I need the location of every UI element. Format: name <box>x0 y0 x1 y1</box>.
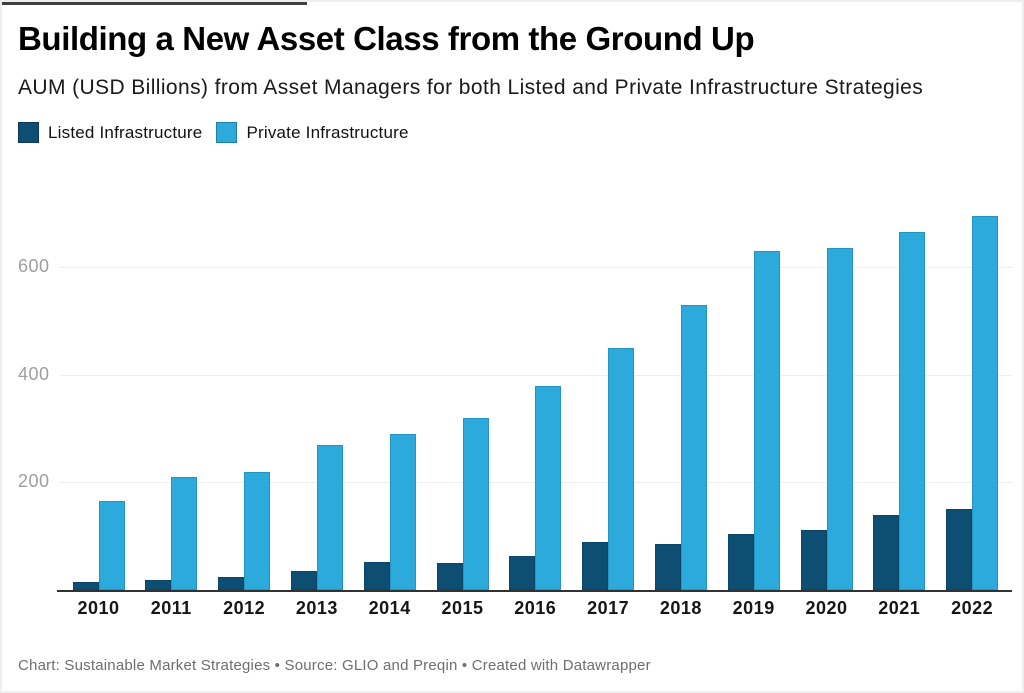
x-axis-label-2019: 2019 <box>732 598 775 618</box>
gridline-400 <box>60 374 1012 376</box>
bar-private-2015 <box>462 417 489 590</box>
legend-item-private: Private Infrastructure <box>216 122 408 143</box>
x-axis-line <box>57 590 1012 592</box>
bar-listed-2018 <box>654 544 681 590</box>
x-axis-label-2013: 2013 <box>295 598 338 618</box>
gridline-600 <box>60 267 1012 269</box>
x-axis-label-2010: 2010 <box>77 598 120 618</box>
legend-swatch-private <box>216 122 238 143</box>
legend-label-listed: Listed Infrastructure <box>48 122 203 142</box>
bar-private-2022 <box>972 216 999 590</box>
bar-listed-2016 <box>509 556 536 590</box>
chart-footer: Chart: Sustainable Market Strategies • S… <box>18 657 651 674</box>
bar-listed-2015 <box>436 563 463 590</box>
bar-private-2016 <box>535 385 562 590</box>
legend-item-listed: Listed Infrastructure <box>18 122 202 143</box>
bar-private-2017 <box>608 347 635 590</box>
x-axis-label-2015: 2015 <box>441 598 484 618</box>
x-axis-label-2014: 2014 <box>368 598 411 618</box>
bar-private-2018 <box>680 304 707 590</box>
legend-swatch-listed <box>18 122 39 143</box>
x-axis-label-2021: 2021 <box>878 598 921 618</box>
bar-private-2021 <box>899 232 926 590</box>
bar-listed-2011 <box>145 580 172 590</box>
bar-listed-2021 <box>873 514 900 590</box>
x-axis-label-2016: 2016 <box>514 598 557 618</box>
bar-private-2012 <box>244 471 271 590</box>
x-axis-label-2017: 2017 <box>587 598 630 618</box>
x-axis-label-2022: 2022 <box>951 598 994 618</box>
x-axis-label-2020: 2020 <box>805 598 848 618</box>
x-axis-label-2018: 2018 <box>659 598 702 618</box>
y-axis-tick-200: 200 <box>18 471 50 492</box>
bar-listed-2022 <box>946 509 973 590</box>
bar-listed-2014 <box>363 562 390 590</box>
legend-label-private: Private Infrastructure <box>246 122 409 142</box>
bar-listed-2019 <box>727 533 754 590</box>
bar-private-2010 <box>98 501 125 590</box>
chart-title: Building a New Asset Class from the Grou… <box>18 20 755 57</box>
y-axis-tick-400: 400 <box>18 363 50 384</box>
bar-private-2019 <box>753 251 780 590</box>
bar-listed-2010 <box>72 581 99 590</box>
bar-private-2013 <box>316 444 343 590</box>
bar-listed-2013 <box>290 570 317 590</box>
x-axis-label-2012: 2012 <box>223 598 266 618</box>
chart-subtitle: AUM (USD Billions) from Asset Managers f… <box>18 76 924 99</box>
legend: Listed Infrastructure Private Infrastruc… <box>18 122 409 143</box>
x-axis-label-2011: 2011 <box>150 598 192 618</box>
bar-listed-2012 <box>218 576 245 590</box>
y-axis-tick-600: 600 <box>18 256 50 277</box>
bar-private-2011 <box>171 477 198 590</box>
bar-private-2014 <box>389 433 416 590</box>
bar-listed-2017 <box>582 542 609 590</box>
bar-private-2020 <box>826 248 853 590</box>
bar-listed-2020 <box>800 529 827 590</box>
top-edge-line <box>2 2 307 5</box>
